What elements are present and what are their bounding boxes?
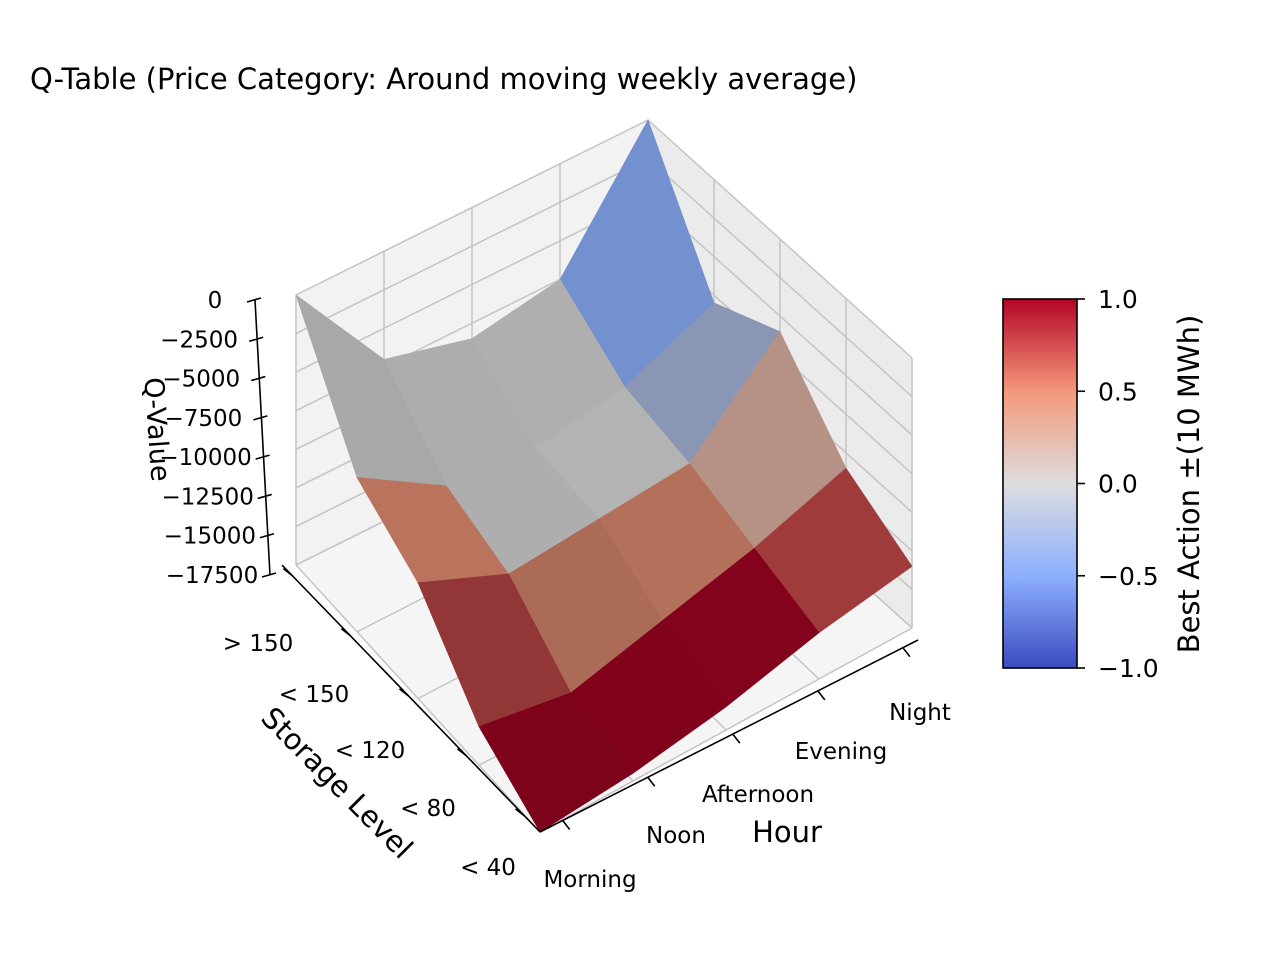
chart-title: Q-Table (Price Category: Around moving w… (30, 62, 858, 96)
q-value-axis-line (254, 299, 271, 576)
hour-axis-line (539, 639, 919, 833)
storage-tick-label: > 150 (223, 631, 293, 657)
surface (295, 119, 913, 833)
q-value-tick-label: −7500 (165, 406, 243, 432)
storage-tick (456, 748, 467, 757)
q-value-tick (257, 493, 272, 500)
storage-tick (515, 808, 526, 817)
storage-tick-label: < 150 (279, 682, 349, 708)
colorbar-fill (1002, 298, 1078, 669)
hour-tick (732, 733, 741, 744)
hour-tick-label: Night (889, 700, 951, 726)
hour-tick (902, 647, 911, 658)
storage-tick (340, 628, 351, 637)
storage-tick-label: < 80 (400, 796, 456, 822)
q-value-tick (246, 297, 262, 303)
colorbar-tick-label: −0.5 (1098, 562, 1159, 591)
colorbar-tick-label: 0.5 (1098, 377, 1138, 406)
colorbar-label: Best Action ±(10 MWh) (1172, 315, 1206, 654)
storage-tick-label: < 120 (335, 738, 405, 764)
q-value-tick-label: −15000 (164, 524, 256, 550)
q-value-tick-label: −2500 (160, 327, 238, 353)
colorbar-tick-label: −1.0 (1098, 654, 1159, 683)
storage-axis-title: Storage Level (255, 700, 420, 865)
storage-axis-line (281, 564, 541, 833)
q-value-tick (259, 532, 275, 539)
colorbar: 1.0 0.5 0.0 −0.5 −1.0 Best Action ±(10 MWh) (1002, 285, 1206, 683)
hour-tick (647, 776, 656, 787)
colorbar-tick-label: 1.0 (1098, 285, 1138, 314)
hour-tick-label: Evening (795, 739, 887, 765)
q-value-tick (251, 375, 266, 382)
q-value-tick-label: −10000 (159, 445, 251, 471)
q-value-tick (261, 572, 277, 578)
hour-tick (817, 690, 826, 701)
q-value-tick-label: −17500 (166, 563, 258, 589)
q-value-tick (253, 415, 268, 421)
surface-patch (478, 692, 634, 833)
storage-tick-label: < 40 (460, 855, 516, 881)
hour-tick (562, 819, 571, 830)
q-value-tick (255, 454, 270, 460)
storage-tick (282, 568, 293, 577)
q-value-tick (248, 336, 264, 343)
q-value-axis-title: Q-Value (137, 376, 175, 482)
hour-tick-label: Afternoon (702, 782, 814, 808)
colorbar-tick-label: 0.0 (1098, 470, 1138, 499)
hour-axis-title: Hour (752, 815, 822, 849)
hour-tick-label: Morning (543, 867, 636, 893)
q-value-tick-label: −12500 (161, 484, 253, 510)
q-value-tick-label: 0 (208, 288, 223, 314)
storage-tick (398, 688, 409, 697)
hour-tick-label: Noon (646, 823, 706, 849)
q-value-tick-label: −5000 (162, 367, 240, 393)
